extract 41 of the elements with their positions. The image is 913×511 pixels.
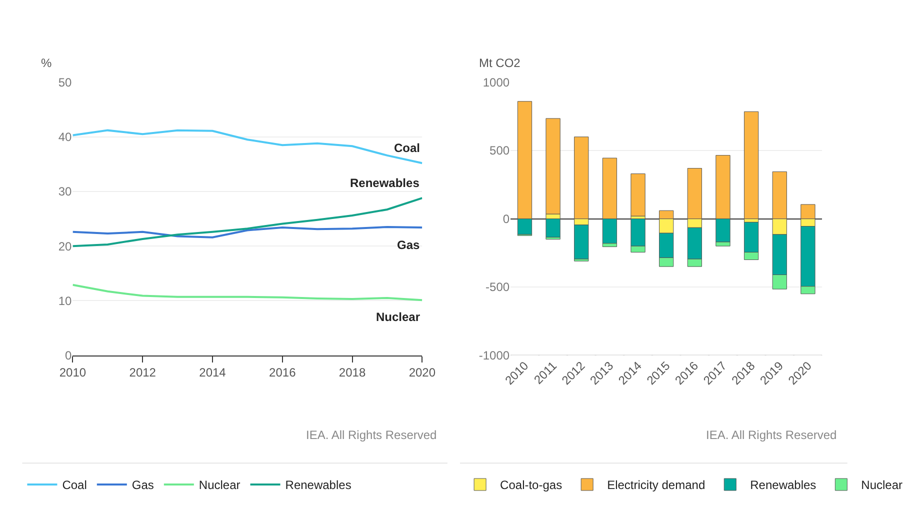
text: Renewables [350,176,420,190]
y-tick-label: 1000 [482,75,510,90]
line-series [72,197,422,248]
y-tick-label: 10 [58,294,72,308]
bar [546,118,560,214]
legend-label: Renewables [750,478,816,492]
legend-label: Gas [132,478,154,492]
x-tick-label: 2012 [129,366,156,380]
legend-label: Nuclear [198,478,240,492]
bar [546,218,560,238]
text: IEA. All Rights Reserved [306,428,437,442]
text: Coal [394,141,420,155]
text: Nuclear [376,310,420,324]
legend-label: Electricity demand [607,478,706,492]
line-series [72,226,422,238]
legend-label: Renewables [285,478,352,492]
line-series [72,129,422,164]
line-series [72,284,422,302]
text: IEA. All Rights Reserved [706,428,837,442]
x-tick-label: 2010 [59,366,86,380]
bar [630,173,646,216]
y-tick-label: -1000 [478,348,510,362]
x-tick-label: 2020 [408,366,436,380]
y-tick-label: 50 [58,75,72,90]
legend-label: Coal-to-gas [500,478,562,492]
y-tick-label: 30 [58,184,72,199]
y-tick-label: 0 [65,348,72,362]
y-tick-label: 0 [502,212,510,226]
y-tick-label: 20 [58,239,72,254]
x-tick-label: 2018 [338,366,366,380]
y-tick-label: -500 [486,280,510,294]
text: Gas [397,238,420,252]
legend-label: Coal [62,478,87,492]
bar [744,111,759,220]
x-tick-label: 2014 [199,366,226,380]
y-axis-title: Mt CO2 [479,56,521,70]
legend-label: Nuclear [861,478,903,492]
x-tick-label: 2016 [269,366,296,380]
y-tick-label: 40 [58,130,72,144]
y-axis-title: % [41,56,52,70]
y-tick-label: 500 [490,144,510,158]
